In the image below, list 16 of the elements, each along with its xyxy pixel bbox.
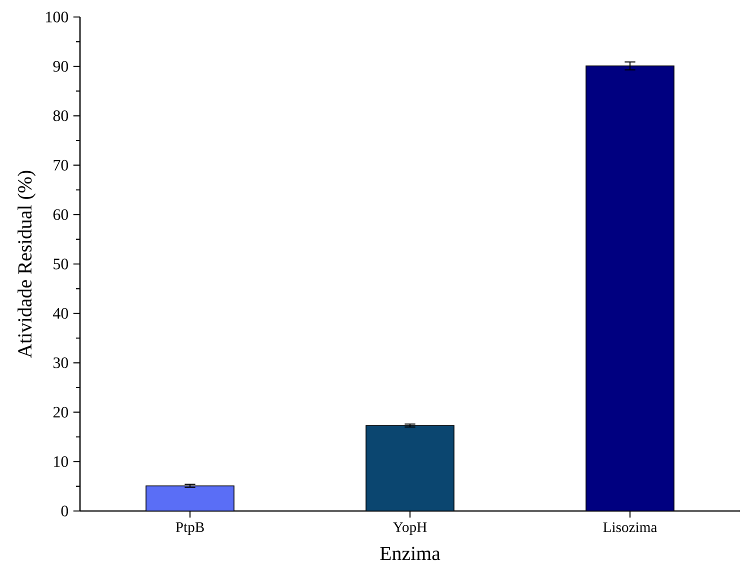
- y-tick-label: 70: [54, 160, 68, 171]
- x-tick-label: YopH: [393, 522, 427, 536]
- y-tick-label: 90: [53, 61, 68, 72]
- y-tick-label: 10: [54, 456, 68, 467]
- y-tick-label: 0: [61, 506, 68, 516]
- x-axis-title: Enzima: [380, 546, 440, 560]
- y-tick-label: 20: [53, 406, 68, 418]
- x-tick-label: Lisozima: [603, 522, 658, 532]
- y-axis-title: Atividade Residual (%): [18, 170, 36, 358]
- y-tick-label: 80: [53, 110, 68, 122]
- y-tick-label: 50: [54, 258, 68, 270]
- x-tick-label: PtpB: [176, 522, 204, 536]
- y-tick-label: 40: [53, 308, 68, 319]
- y-tick-label: 100: [46, 12, 68, 22]
- y-tick-label: 60: [53, 209, 68, 220]
- y-tick-label: 30: [53, 357, 68, 368]
